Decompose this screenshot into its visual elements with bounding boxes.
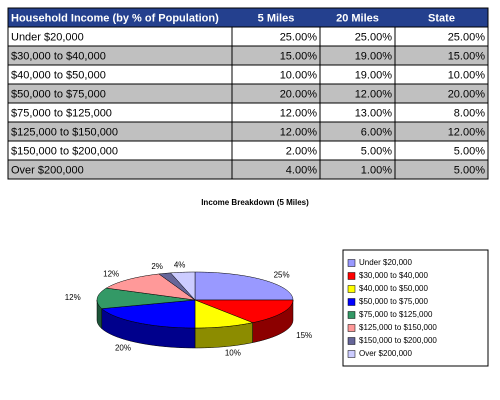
- table-cell: 19.00%: [355, 69, 393, 81]
- slice-label: 4%: [174, 260, 186, 269]
- table-cell: $125,000 to $150,000: [11, 126, 118, 138]
- table-row-bg: [7, 159, 489, 180]
- table-cell: 25.00%: [280, 31, 318, 43]
- legend-label: Over $200,000: [359, 349, 412, 358]
- table-cell: 5.00%: [454, 145, 485, 157]
- table-cell: 10.00%: [448, 69, 486, 81]
- slice-label: 2%: [151, 262, 163, 271]
- legend-swatch: [347, 350, 356, 358]
- legend-swatch: [347, 298, 356, 306]
- table-cell: 1.00%: [361, 164, 392, 176]
- legend-swatch: [347, 337, 356, 345]
- pie-slice: [194, 271, 294, 301]
- table-cell: 4.00%: [286, 164, 317, 176]
- header-cell: Household Income (by % of Population): [11, 12, 219, 24]
- legend-label: $30,000 to $40,000: [359, 271, 429, 280]
- table-cell: 25.00%: [448, 31, 486, 43]
- header-cell: 20 Miles: [336, 12, 379, 24]
- table-cell: Under $20,000: [11, 31, 84, 43]
- pie-slice: [170, 271, 196, 301]
- chart-title: Income Breakdown (5 Miles): [201, 198, 309, 207]
- table-cell: 12.00%: [280, 126, 318, 138]
- table-cell: 2.00%: [286, 145, 317, 157]
- table-cell: 13.00%: [355, 107, 393, 119]
- pie-slice: [194, 299, 254, 329]
- slice-label: 10%: [225, 348, 241, 357]
- legend-label: Under $20,000: [359, 258, 412, 267]
- table-cell: 12.00%: [355, 88, 393, 100]
- table-cell: $50,000 to $75,000: [11, 88, 106, 100]
- legend-label: $40,000 to $50,000: [359, 284, 429, 293]
- table-cell: 25.00%: [355, 31, 393, 43]
- table-cell: 12.00%: [280, 107, 318, 119]
- pie-slice: [101, 299, 196, 329]
- legend-label: $50,000 to $75,000: [359, 297, 429, 306]
- table-cell: $75,000 to $125,000: [11, 107, 112, 119]
- slice-label: 25%: [274, 270, 290, 279]
- legend-swatch: [347, 324, 356, 332]
- legend-swatch: [347, 259, 356, 267]
- table-cell: 8.00%: [454, 107, 485, 119]
- header-cell: 5 Miles: [258, 12, 295, 24]
- table-cell: $150,000 to $200,000: [11, 145, 118, 157]
- legend-swatch: [347, 272, 356, 280]
- table-cell: 20.00%: [448, 88, 486, 100]
- table-cell: 15.00%: [280, 50, 318, 62]
- table-cell: 6.00%: [361, 126, 392, 138]
- table-cell: 15.00%: [448, 50, 486, 62]
- table-cell: 5.00%: [454, 164, 485, 176]
- legend-swatch: [347, 285, 356, 293]
- table-cell: $30,000 to $40,000: [11, 50, 106, 62]
- pie-slice: [194, 299, 294, 323]
- table-cell: 12.00%: [448, 126, 486, 138]
- table-cell: 5.00%: [361, 145, 392, 157]
- pie-slice: [96, 287, 196, 309]
- table-cell: 20.00%: [280, 88, 318, 100]
- table-cell: 10.00%: [280, 69, 318, 81]
- slice-label: 20%: [115, 343, 131, 352]
- header-cell: State: [428, 12, 455, 24]
- legend-swatch: [347, 311, 356, 319]
- legend-box: [342, 249, 489, 367]
- legend-label: $150,000 to $200,000: [359, 336, 437, 345]
- table-cell: 19.00%: [355, 50, 393, 62]
- legend-label: $125,000 to $150,000: [359, 323, 437, 332]
- slice-label: 12%: [103, 270, 119, 279]
- slice-label: 12%: [65, 293, 81, 302]
- pie-slice: [105, 273, 196, 301]
- table-cell: $40,000 to $50,000: [11, 69, 106, 81]
- table-cell: Over $200,000: [11, 164, 84, 176]
- legend-label: $75,000 to $125,000: [359, 310, 433, 319]
- slice-label: 15%: [296, 331, 312, 340]
